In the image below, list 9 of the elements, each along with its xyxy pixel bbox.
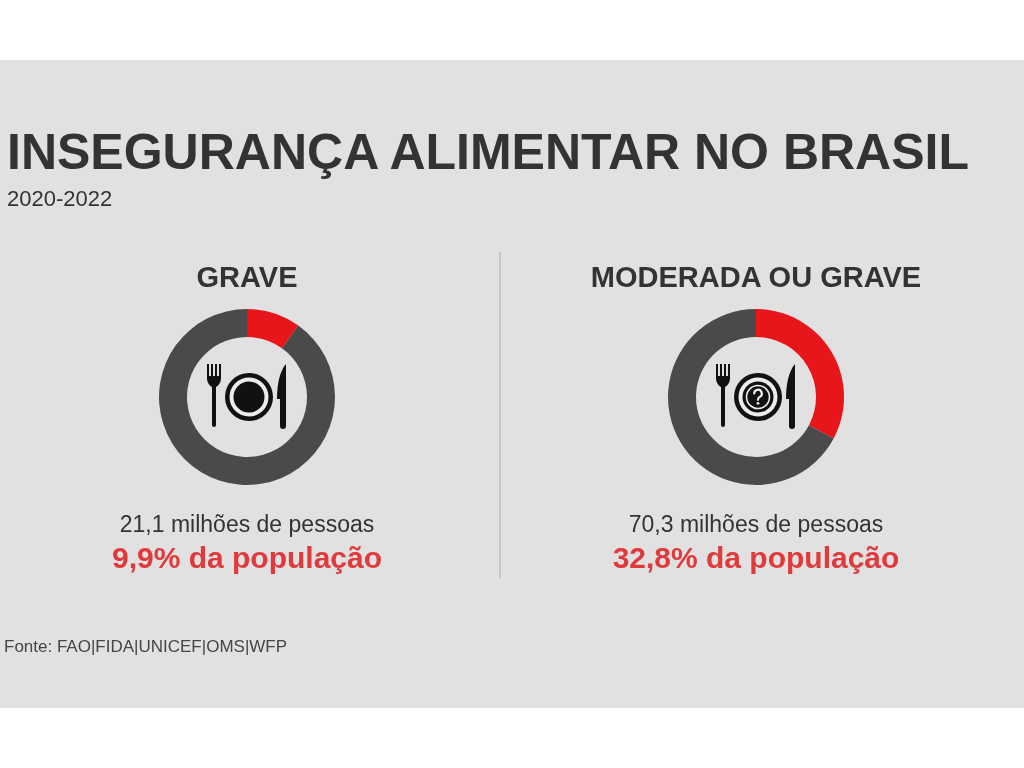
chart-title: GRAVE [196, 260, 298, 293]
text: 2020-2022 [7, 185, 113, 211]
text: 9,9% da população [111, 540, 383, 574]
text: 70,3 milhões de pessoas [628, 511, 884, 537]
source-note: Fonte: FAO|FIDA|UNICEF|OMS|WFP [4, 637, 288, 656]
text: INSEGURANÇA ALIMENTAR NO BRASIL [7, 124, 970, 180]
text: 32,8% da população [612, 540, 900, 574]
chart-title: MODERADA OU GRAVE [590, 260, 922, 293]
text: 21,1 milhões de pessoas [119, 511, 375, 537]
